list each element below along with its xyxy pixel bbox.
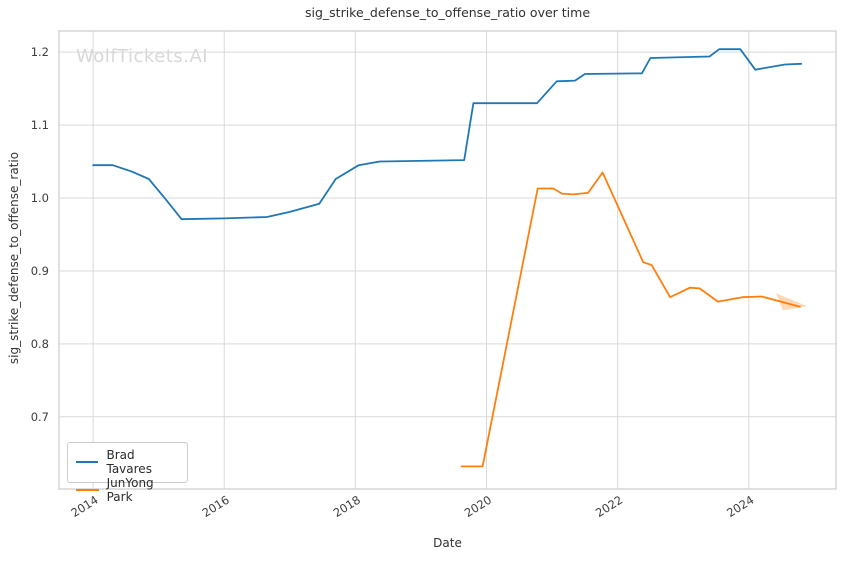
legend-label: Brad Tavares	[106, 448, 152, 476]
legend-line-swatch-blue	[76, 461, 99, 463]
legend-label: JunYong Park	[106, 476, 154, 504]
x-tick-label: 2022	[593, 493, 625, 520]
x-tick-label: 2018	[331, 493, 363, 520]
series-line-junyong-park	[460, 171, 801, 468]
plot-border	[58, 30, 837, 490]
series-line-brad-tavares	[92, 48, 803, 221]
y-tick-label: 0.7	[31, 410, 49, 424]
x-axis-label: Date	[433, 536, 462, 550]
x-tick-label: 2020	[462, 493, 494, 520]
y-tick-label: 1.1	[31, 118, 49, 132]
gridlines	[59, 31, 836, 489]
legend-item-brad-tavares: Brad Tavares	[76, 448, 179, 476]
legend-line-swatch-orange	[76, 489, 99, 491]
y-tick-label: 1.0	[31, 191, 49, 205]
x-tick-label: 2024	[724, 493, 756, 520]
x-tick-label: 2016	[200, 493, 232, 520]
legend: Brad Tavares JunYong Park	[67, 442, 188, 504]
y-tick-label: 0.9	[31, 264, 49, 278]
data-series	[92, 48, 803, 468]
y-tick-label: 1.2	[31, 45, 49, 59]
y-tick-label: 0.8	[31, 337, 49, 351]
watermark: WolfTickets.AI	[76, 46, 209, 67]
legend-item-junyong-park: JunYong Park	[76, 476, 179, 504]
y-axis-label: sig_strike_defense_to_offense_ratio	[7, 151, 21, 365]
chart-title: sig_strike_defense_to_offense_ratio over…	[304, 5, 591, 20]
